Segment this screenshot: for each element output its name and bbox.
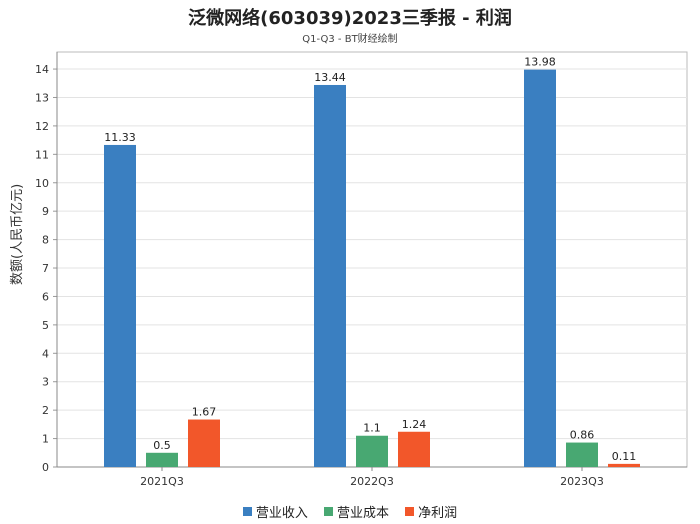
bar bbox=[104, 144, 136, 468]
y-tick-label: 14 bbox=[35, 63, 49, 76]
y-tick-label: 2 bbox=[42, 404, 49, 417]
legend-item-net-profit[interactable]: 净利润 bbox=[405, 502, 457, 521]
y-tick-label: 10 bbox=[35, 177, 49, 190]
bar bbox=[356, 435, 388, 467]
y-tick-label: 11 bbox=[35, 148, 49, 161]
legend-swatch-cost bbox=[323, 507, 333, 516]
bar bbox=[398, 431, 430, 467]
x-tick-label: 2023Q3 bbox=[560, 475, 604, 488]
legend-label-net-profit: 净利润 bbox=[418, 506, 458, 521]
x-tick-label: 2021Q3 bbox=[140, 475, 184, 488]
y-tick-label: 5 bbox=[42, 319, 49, 332]
data-label: 11.33 bbox=[104, 131, 136, 144]
y-tick-label: 13 bbox=[35, 91, 49, 104]
y-tick-label: 12 bbox=[35, 120, 49, 133]
y-tick-label: 7 bbox=[42, 262, 49, 275]
y-tick-label: 1 bbox=[42, 433, 49, 446]
legend: 营业收入 营业成本 净利润 bbox=[0, 502, 700, 521]
legend-item-cost[interactable]: 营业成本 bbox=[323, 502, 389, 521]
data-label: 0.11 bbox=[612, 450, 637, 463]
data-label: 1.24 bbox=[402, 418, 427, 431]
bar bbox=[566, 442, 598, 467]
bar bbox=[146, 452, 178, 467]
data-label: 13.44 bbox=[314, 71, 346, 84]
data-label: 13.98 bbox=[524, 56, 556, 69]
bar bbox=[188, 419, 220, 467]
legend-label-revenue: 营业收入 bbox=[255, 506, 308, 521]
y-tick-label: 9 bbox=[42, 205, 49, 218]
y-tick-label: 4 bbox=[42, 347, 49, 360]
x-tick-label: 2022Q3 bbox=[350, 475, 394, 488]
y-tick-label: 3 bbox=[42, 376, 49, 389]
chart-title: 泛微网络(603039)2023三季报 - 利润 bbox=[188, 8, 512, 29]
data-label: 0.5 bbox=[153, 439, 171, 452]
y-tick-label: 6 bbox=[42, 290, 49, 303]
bar bbox=[608, 463, 640, 467]
data-label: 1.67 bbox=[192, 406, 217, 419]
legend-label-cost: 营业成本 bbox=[336, 506, 389, 521]
data-label: 0.86 bbox=[570, 429, 595, 442]
legend-item-revenue[interactable]: 营业收入 bbox=[242, 502, 308, 521]
legend-swatch-revenue bbox=[242, 507, 252, 516]
data-label: 1.1 bbox=[363, 422, 381, 435]
legend-swatch-net-profit bbox=[405, 507, 415, 516]
chart-subtitle: Q1-Q3 - BT财经绘制 bbox=[302, 34, 398, 45]
bar bbox=[314, 84, 346, 468]
y-tick-label: 8 bbox=[42, 234, 49, 247]
bar bbox=[524, 69, 556, 467]
plot-area bbox=[56, 51, 688, 468]
y-tick-label: 0 bbox=[42, 461, 49, 474]
